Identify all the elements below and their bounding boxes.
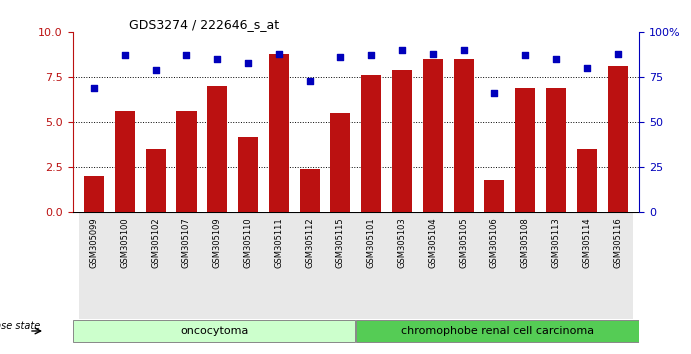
Text: GSM305102: GSM305102: [151, 218, 160, 268]
Text: GSM305106: GSM305106: [490, 218, 499, 268]
Text: GSM305110: GSM305110: [244, 218, 253, 268]
Bar: [387, 212, 417, 319]
Text: GSM305115: GSM305115: [336, 218, 345, 268]
Bar: [202, 212, 233, 319]
Text: GSM305109: GSM305109: [213, 218, 222, 268]
Bar: [453, 59, 473, 212]
Bar: [330, 113, 350, 212]
Bar: [417, 212, 448, 319]
Bar: [176, 111, 196, 212]
Bar: [233, 212, 263, 319]
Bar: [238, 137, 258, 212]
Text: GSM305104: GSM305104: [428, 218, 437, 268]
Point: [120, 52, 131, 58]
Text: GSM305101: GSM305101: [367, 218, 376, 268]
Point: [397, 47, 408, 53]
Bar: [540, 212, 571, 319]
FancyBboxPatch shape: [357, 320, 638, 342]
Bar: [325, 212, 356, 319]
Bar: [109, 212, 140, 319]
Point: [243, 60, 254, 65]
Point: [489, 90, 500, 96]
Text: GSM305114: GSM305114: [583, 218, 591, 268]
Bar: [510, 212, 540, 319]
Text: GSM305111: GSM305111: [274, 218, 283, 268]
Bar: [603, 212, 633, 319]
Bar: [361, 75, 381, 212]
Text: GSM305099: GSM305099: [90, 218, 99, 268]
Point: [211, 56, 223, 62]
Point: [551, 56, 562, 62]
Bar: [484, 180, 504, 212]
Point: [366, 52, 377, 58]
Bar: [571, 212, 603, 319]
Point: [612, 51, 623, 56]
Text: chromophobe renal cell carcinoma: chromophobe renal cell carcinoma: [401, 326, 594, 336]
Text: GSM305108: GSM305108: [521, 218, 530, 268]
Text: GSM305113: GSM305113: [551, 218, 560, 268]
Bar: [263, 212, 294, 319]
Text: GSM305103: GSM305103: [397, 218, 406, 268]
Bar: [146, 149, 166, 212]
Point: [181, 52, 192, 58]
Point: [520, 52, 531, 58]
Point: [88, 85, 100, 91]
Bar: [300, 169, 320, 212]
Text: GDS3274 / 222646_s_at: GDS3274 / 222646_s_at: [129, 18, 279, 31]
Bar: [607, 66, 627, 212]
Bar: [269, 53, 289, 212]
Point: [335, 54, 346, 60]
Bar: [84, 176, 104, 212]
FancyBboxPatch shape: [73, 320, 355, 342]
Bar: [79, 212, 109, 319]
Text: GSM305100: GSM305100: [120, 218, 129, 268]
Point: [304, 78, 315, 84]
Bar: [448, 212, 479, 319]
Point: [458, 47, 469, 53]
Bar: [140, 212, 171, 319]
Bar: [577, 149, 597, 212]
Text: GSM305105: GSM305105: [459, 218, 468, 268]
Bar: [546, 88, 566, 212]
Point: [274, 51, 285, 56]
Text: GSM305112: GSM305112: [305, 218, 314, 268]
Bar: [392, 70, 412, 212]
Text: GSM305107: GSM305107: [182, 218, 191, 268]
Point: [581, 65, 592, 71]
Bar: [423, 59, 443, 212]
Text: disease state: disease state: [0, 320, 40, 331]
Bar: [207, 86, 227, 212]
Point: [150, 67, 161, 73]
Bar: [479, 212, 510, 319]
Bar: [356, 212, 387, 319]
Bar: [115, 111, 135, 212]
Text: oncocytoma: oncocytoma: [180, 326, 248, 336]
Text: GSM305116: GSM305116: [613, 218, 622, 268]
Bar: [515, 88, 536, 212]
Bar: [171, 212, 202, 319]
Point: [427, 51, 438, 56]
Bar: [294, 212, 325, 319]
